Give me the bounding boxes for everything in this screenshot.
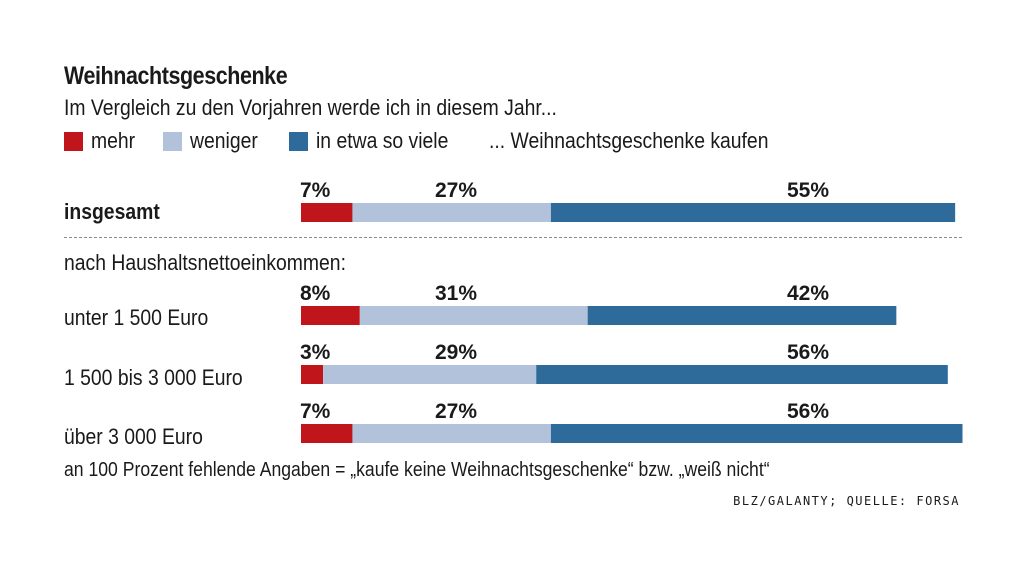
bar-segment-mehr-row-2 [301,365,324,384]
group-label: nach Haushaltsnettoeinkommen: [64,250,346,275]
value-label-in-etwa-so-viele-row-3: 56% [787,400,829,423]
legend-note: ... Weihnachtsgeschenke kaufen [488,128,769,153]
row-label-ueber-3000: über 3 000 Euro [64,424,203,449]
row-label-unter-1500: unter 1 500 Euro [64,305,209,330]
value-label-mehr-row-1: 8% [300,282,331,305]
value-label-weniger-row-0: 27% [435,179,477,202]
footnote: an 100 Prozent fehlende Angaben = „kaufe… [64,459,770,481]
bar-segment-in-etwa-so-viele-row-0 [550,203,956,222]
legend-label-etwa: in etwa so viele [316,128,449,153]
legend-item-etwa: in etwa so viele [289,128,466,154]
row-label-1500-3000: 1 500 bis 3 000 Euro [64,365,243,390]
dashed-divider [64,237,962,238]
bar-segment-in-etwa-so-viele-row-1 [587,306,897,325]
value-label-in-etwa-so-viele-row-0: 55% [787,179,829,202]
bar-segment-mehr-row-3 [301,424,353,443]
source-credit: BLZ/GALANTY; QUELLE: FORSA [733,494,960,508]
legend-swatch-weniger [163,131,183,151]
legend-swatch-etwa [289,131,309,151]
legend-item-mehr: mehr [64,128,141,154]
value-label-weniger-row-2: 29% [435,341,477,364]
bar-segment-mehr-row-0 [301,203,353,222]
legend-label-mehr: mehr [91,128,136,153]
value-label-in-etwa-so-viele-row-1: 42% [787,282,829,305]
bar-segment-in-etwa-so-viele-row-3 [550,424,963,443]
legend: mehr weniger in etwa so viele ... Weihna… [64,127,806,155]
legend-swatch-mehr [64,131,83,151]
value-label-in-etwa-so-viele-row-2: 56% [787,341,829,364]
value-label-mehr-row-0: 7% [300,179,331,202]
legend-item-weniger: weniger [163,128,267,154]
value-label-mehr-row-2: 3% [300,341,331,364]
legend-label-weniger: weniger [190,128,258,153]
bar-segment-weniger-row-2 [323,365,537,384]
bar-segment-weniger-row-3 [352,424,551,443]
bar-segment-weniger-row-1 [359,306,588,325]
value-label-weniger-row-1: 31% [435,282,477,305]
bar-segment-mehr-row-1 [301,306,360,325]
chart-title: Weihnachtsgeschenke [64,62,288,90]
value-label-mehr-row-3: 7% [300,400,331,423]
bar-segment-in-etwa-so-viele-row-2 [536,365,948,384]
chart-subtitle: Im Vergleich zu den Vorjahren werde ich … [64,95,557,120]
bar-segment-weniger-row-0 [352,203,551,222]
row-label-insgesamt: insgesamt [64,199,160,224]
value-label-weniger-row-3: 27% [435,400,477,423]
